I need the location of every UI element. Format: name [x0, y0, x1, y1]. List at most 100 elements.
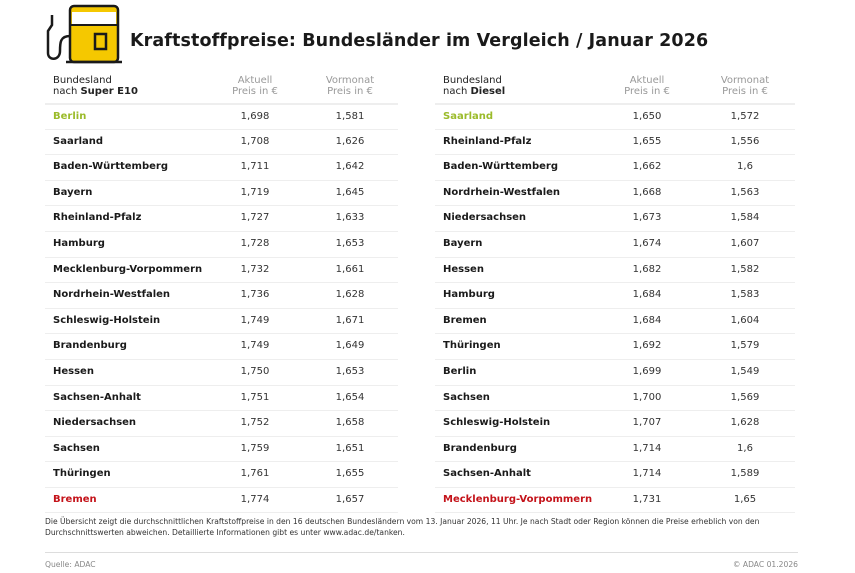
table-row: Brandenburg 1,749 1,649: [45, 333, 398, 359]
table-row: Hessen 1,682 1,582: [435, 256, 795, 283]
current-price: 1,749: [240, 314, 270, 326]
state-name: Hamburg: [443, 289, 495, 301]
state-name: Rheinland-Pfalz: [53, 212, 142, 224]
previous-price: 1,589: [730, 468, 760, 480]
previous-price: 1,651: [335, 442, 365, 454]
header-previous-line1: Vormonat: [325, 75, 375, 86]
current-price: 1,727: [240, 212, 270, 224]
current-price: 1,751: [240, 391, 270, 403]
header-name-line1: Bundesland: [443, 75, 502, 86]
previous-price: 1,6: [737, 442, 753, 454]
state-name: Baden-Württemberg: [53, 161, 169, 173]
previous-price: 1,658: [335, 417, 365, 429]
table-row: Bremen 1,774 1,657: [45, 486, 398, 513]
source: Quelle: ADAC: [45, 560, 96, 569]
header-current-line2: Preis in €: [624, 86, 670, 97]
previous-price: 1,642: [335, 161, 365, 173]
previous-price: 1,6: [737, 161, 753, 173]
state-name: Thüringen: [443, 340, 501, 352]
table-row: Hamburg 1,728 1,653: [45, 230, 398, 257]
table-row: Mecklenburg-Vorpommern 1,732 1,661: [45, 256, 398, 283]
previous-price: 1,572: [730, 111, 760, 122]
current-price: 1,674: [632, 237, 662, 249]
previous-price: 1,583: [730, 289, 760, 301]
header-fuel-type: Diesel: [470, 86, 506, 97]
current-price: 1,759: [240, 442, 270, 454]
previous-price: 1,633: [335, 212, 365, 224]
state-name: Sachsen: [443, 391, 490, 403]
current-price: 1,662: [632, 161, 662, 173]
previous-price: 1,604: [730, 314, 760, 326]
previous-price: 1,549: [730, 365, 760, 377]
table-row: Baden-Württemberg 1,662 1,6: [435, 154, 795, 180]
table-row: Hessen 1,750 1,653: [45, 358, 398, 385]
state-name: Hessen: [443, 263, 484, 275]
previous-price: 1,661: [335, 263, 365, 275]
header-bundesland: Bundesland nach Diesel: [443, 75, 505, 97]
table-row: Brandenburg 1,714 1,6: [435, 435, 795, 462]
current-price: 1,699: [632, 365, 662, 377]
state-name: Niedersachsen: [443, 212, 527, 224]
header-bundesland: Bundesland nach Super E10: [53, 75, 138, 97]
header-previous-line2: Preis in €: [722, 86, 768, 97]
table-row: Sachsen 1,700 1,569: [435, 384, 795, 411]
table-row: Sachsen 1,759 1,651: [45, 435, 398, 462]
current-price: 1,714: [632, 442, 662, 454]
header-previous: Vormonat Preis in €: [700, 75, 790, 97]
previous-price: 1,607: [730, 237, 760, 249]
table-row: Niedersachsen 1,673 1,584: [435, 205, 795, 231]
table-row: Rheinland-Pfalz 1,727 1,633: [45, 205, 398, 231]
previous-price: 1,653: [335, 365, 365, 377]
state-name: Nordrhein-Westfalen: [443, 186, 561, 198]
previous-price: 1,556: [730, 135, 760, 147]
current-price: 1,698: [240, 111, 270, 122]
current-price: 1,774: [240, 493, 270, 505]
header-name-prefix: nach: [443, 86, 471, 97]
previous-price: 1,653: [335, 237, 365, 249]
state-name: Saarland: [443, 111, 494, 122]
current-price: 1,673: [632, 212, 662, 224]
divider: [45, 552, 798, 553]
table-row: Nordrhein-Westfalen 1,736 1,628: [45, 282, 398, 308]
previous-price: 1,655: [335, 468, 365, 480]
state-name: Berlin: [443, 365, 477, 377]
current-price: 1,655: [632, 135, 662, 147]
current-price: 1,750: [240, 365, 270, 377]
table-row: Saarland 1,708 1,626: [45, 128, 398, 155]
table-row: Sachsen-Anhalt 1,751 1,654: [45, 384, 398, 411]
header-previous: Vormonat Preis in €: [305, 75, 395, 97]
state-name: Mecklenburg-Vorpommern: [53, 263, 203, 275]
header-current-line2: Preis in €: [232, 86, 278, 97]
state-name: Thüringen: [53, 468, 111, 480]
copyright: © ADAC 01.2026: [732, 560, 798, 569]
previous-price: 1,649: [335, 340, 365, 352]
table-row: Sachsen-Anhalt 1,714 1,589: [435, 461, 795, 487]
table-row: Bayern 1,674 1,607: [435, 230, 795, 257]
previous-price: 1,65: [733, 493, 757, 505]
previous-price: 1,628: [335, 289, 365, 301]
table-header: Bundesland nach Super E10 Aktuell Preis in …: [45, 74, 398, 103]
state-name: Berlin: [53, 111, 87, 122]
previous-price: 1,582: [730, 263, 760, 275]
current-price: 1,761: [240, 468, 270, 480]
current-price: 1,711: [240, 161, 270, 173]
current-price: 1,707: [632, 417, 662, 429]
state-name: Bayern: [443, 237, 483, 249]
state-name: Bremen: [53, 493, 97, 505]
state-name: Nordrhein-Westfalen: [53, 289, 171, 301]
current-price: 1,650: [632, 111, 662, 122]
header-previous-line1: Vormonat: [720, 75, 770, 86]
table-row: Schleswig-Holstein 1,749 1,671: [45, 307, 398, 334]
current-price: 1,684: [632, 314, 662, 326]
state-name: Schleswig-Holstein: [443, 417, 551, 429]
previous-price: 1,569: [730, 391, 760, 403]
diesel-table: Bundesland nach Diesel Aktuell Preis in € Vo…: [435, 74, 795, 513]
table-row: Baden-Württemberg 1,711 1,642: [45, 154, 398, 180]
state-name: Saarland: [53, 135, 104, 147]
state-name: Bremen: [443, 314, 487, 326]
previous-price: 1,581: [335, 111, 365, 122]
table-row: Mecklenburg-Vorpommern 1,731 1,65: [435, 486, 795, 513]
previous-price: 1,657: [335, 493, 365, 505]
previous-price: 1,654: [335, 391, 365, 403]
footnote: Die Übersicht zeigt die durchschnittlich…: [45, 517, 760, 537]
